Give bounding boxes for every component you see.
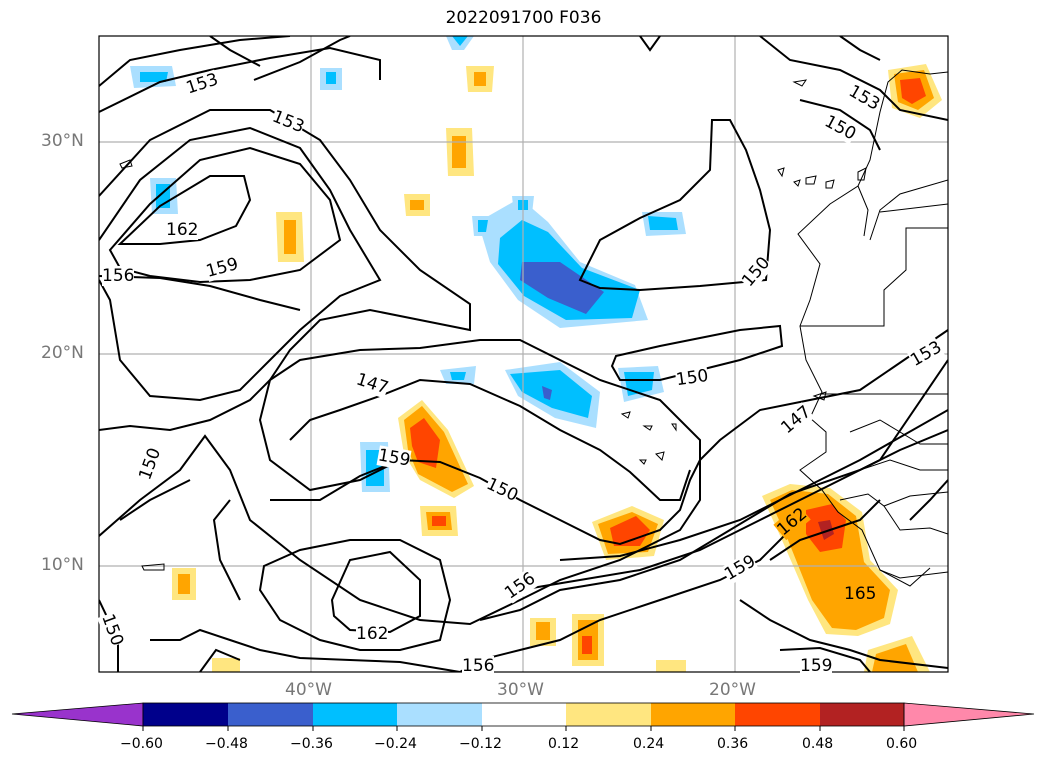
contour-label: 162 [166, 220, 199, 240]
contour-label: 156 [102, 266, 135, 286]
colorbar-tick-label: −0.12 [459, 736, 502, 752]
contour-label: 162 [356, 624, 389, 644]
lat-label-30n: 30°N [41, 131, 84, 151]
colorbar-over-arrow [903, 702, 1035, 727]
colorbar-bin [820, 703, 904, 726]
colorbar-bin [482, 703, 566, 726]
contour-label: 159 [800, 656, 833, 676]
colorbar-bin [228, 703, 313, 726]
lon-label-40w: 40°W [285, 680, 332, 700]
lon-label-20w: 20°W [709, 680, 756, 700]
lon-label-30w: 30°W [497, 680, 544, 700]
contour-label: 156 [462, 656, 495, 676]
colorbar-bin [651, 703, 735, 726]
colorbar-tick-label: 0.24 [633, 736, 665, 752]
lat-label-10n: 10°N [41, 555, 84, 575]
gridlines [99, 36, 948, 672]
colorbar-tick-label: −0.24 [374, 736, 417, 752]
colorbar-tick-label: 0.60 [886, 736, 918, 752]
colorbar-tick-label: 0.36 [717, 736, 749, 752]
colorbar-bin [313, 703, 397, 726]
colorbar-tick-label: −0.60 [120, 736, 163, 752]
colorbar-tick-label: 0.12 [548, 736, 580, 752]
coastlines [119, 69, 948, 587]
map-title: 2022091700 F036 [445, 8, 602, 28]
colorbar-under-arrow [11, 702, 144, 727]
colorbar-bin [566, 703, 651, 726]
colorbar-bin [735, 703, 820, 726]
colorbar [11, 702, 1035, 731]
colorbar-tick-label: −0.48 [205, 736, 248, 752]
colorbar-bin [397, 703, 482, 726]
lat-label-20n: 20°N [41, 343, 84, 363]
colorbar-tick-label: −0.36 [290, 736, 333, 752]
colorbar-tick-label: 0.48 [802, 736, 834, 752]
colorbar-bin [143, 703, 228, 726]
contour-label: 165 [844, 584, 877, 604]
map-frame [98, 35, 949, 673]
